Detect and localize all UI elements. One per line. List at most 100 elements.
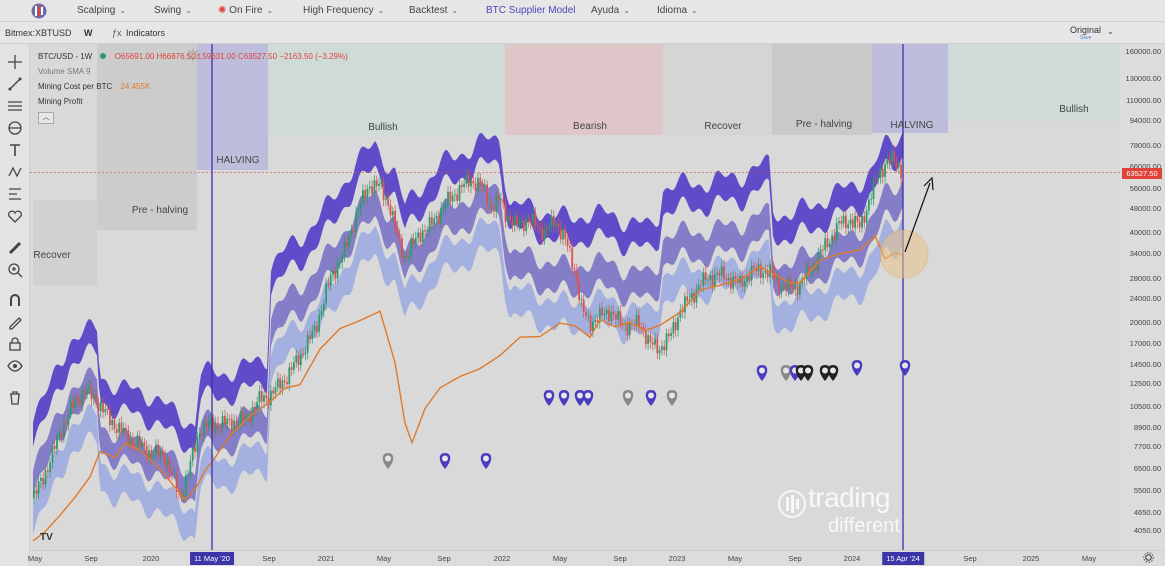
nav-item-on-fire[interactable]: ✺ On Fire ⌄: [218, 5, 273, 16]
candle-body: [707, 279, 709, 281]
layout-original-button[interactable]: Original: [1070, 25, 1102, 35]
projection-icon[interactable]: [7, 186, 23, 202]
candle-body: [808, 265, 810, 274]
candle-body: [626, 323, 629, 336]
candle-body: [833, 235, 836, 241]
time-tick-label: 2023: [668, 554, 686, 563]
candle-body: [189, 460, 192, 474]
candle-body: [856, 216, 859, 222]
pitchfork-icon[interactable]: [7, 120, 23, 136]
price-chart[interactable]: [30, 44, 1120, 550]
mining-cost-label[interactable]: Mining Cost per BTC: [38, 82, 113, 91]
candle-body: [490, 203, 493, 210]
trash-icon[interactable]: [7, 390, 23, 406]
candle-body: [842, 215, 845, 224]
candle-body: [205, 421, 208, 428]
interval-selector[interactable]: W: [84, 28, 93, 38]
chevron-down-icon: ⌄: [266, 6, 274, 15]
heart-icon[interactable]: [7, 208, 23, 224]
candle-body: [571, 247, 574, 269]
candle-body: [431, 217, 433, 225]
candle-body: [267, 397, 270, 406]
chevron-down-icon[interactable]: ⌄: [1107, 27, 1114, 36]
candle-body: [253, 407, 256, 409]
chevron-down-icon: ⌄: [451, 6, 459, 15]
candle-body: [444, 204, 447, 208]
eye-icon[interactable]: [7, 358, 23, 374]
tradingview-logo-icon[interactable]: TV: [40, 532, 53, 543]
candle-body: [486, 184, 488, 205]
nav-item-ayuda[interactable]: Ayuda ⌄: [591, 5, 630, 16]
indicators-icon[interactable]: ƒx: [112, 28, 122, 38]
candle-body: [483, 184, 486, 187]
trendline-icon[interactable]: [7, 76, 23, 92]
save-label[interactable]: Save: [1080, 35, 1092, 41]
candle-body: [845, 215, 847, 229]
mining-profit-label[interactable]: Mining Profit: [38, 97, 83, 106]
collapse-legend-icon[interactable]: ︿: [38, 112, 54, 124]
candle-body: [566, 238, 569, 247]
zoom-in-icon[interactable]: [7, 262, 23, 278]
candle-body: [727, 278, 730, 280]
nav-item-scalping[interactable]: Scalping ⌄: [77, 5, 126, 16]
nav-item-btc-supplier-model[interactable]: BTC Supplier Model: [486, 5, 575, 16]
candle-body: [244, 415, 247, 422]
candle-body: [552, 215, 555, 227]
candle-body: [647, 335, 649, 345]
candle-body: [497, 195, 500, 200]
candle-body: [704, 272, 707, 281]
candle-body: [785, 284, 787, 291]
candle-body: [274, 387, 277, 394]
nav-item-swing[interactable]: Swing ⌄: [154, 5, 192, 16]
candle-body: [495, 195, 498, 212]
candle-body: [732, 276, 735, 289]
candle-body: [759, 264, 762, 278]
candle-body: [628, 323, 631, 336]
candle-body: [803, 278, 806, 280]
indicators-button[interactable]: Indicators: [126, 28, 166, 38]
lock-icon[interactable]: [7, 336, 23, 352]
text-icon[interactable]: [7, 142, 23, 158]
model-band-1: [33, 131, 903, 453]
symbol-selector[interactable]: Bitmex:XBTUSD: [5, 28, 72, 38]
candle-body: [635, 315, 638, 326]
candle-body: [851, 219, 854, 228]
magnet-icon[interactable]: [7, 292, 23, 308]
candle-body: [656, 338, 659, 354]
candle-body: [166, 460, 169, 466]
candle-body: [380, 181, 383, 184]
candle-body: [562, 229, 564, 240]
candle-body: [488, 203, 491, 205]
candle-body: [575, 270, 578, 282]
candle-body: [115, 429, 118, 433]
pencil-lock-icon[interactable]: [7, 314, 23, 330]
candle-body: [543, 228, 546, 240]
pattern-icon[interactable]: [7, 164, 23, 180]
marker-pin-hole: [648, 392, 654, 399]
time-axis[interactable]: May Sep 2020 11 May '20 Sep 2021 May Sep 2022 May…: [28, 550, 1165, 566]
volume-indicator[interactable]: Volume SMA 9: [38, 67, 91, 76]
nav-item-idioma[interactable]: Idioma ⌄: [657, 5, 698, 16]
nav-item-backtest[interactable]: Backtest ⌄: [409, 5, 458, 16]
price-tick-label: 28000.00: [1129, 274, 1161, 284]
candle-body: [789, 279, 792, 288]
candle-body: [502, 199, 505, 203]
brand-logo-icon[interactable]: [31, 3, 47, 19]
candle-body: [605, 309, 608, 314]
ruler-icon[interactable]: [7, 240, 23, 256]
price-tick-label: 7700.00: [1133, 442, 1161, 452]
candle-body: [536, 225, 539, 227]
candle-body: [753, 265, 755, 269]
candle-body: [831, 235, 833, 244]
nav-item-high-frequency[interactable]: High Frequency ⌄: [303, 5, 384, 16]
horizontal-lines-icon[interactable]: [7, 98, 23, 114]
candle-body: [228, 418, 231, 420]
crosshair-icon[interactable]: [7, 54, 23, 70]
price-axis[interactable]: 160000.00 130000.00 110000.00 94000.00 78000…: [1120, 44, 1165, 550]
projection-arrow: [904, 182, 931, 253]
live-dot-icon: [100, 53, 107, 59]
marker-pin-hole: [577, 392, 583, 399]
axis-settings-icon[interactable]: [1143, 552, 1154, 563]
candle-body: [700, 284, 702, 286]
candle-body: [79, 400, 81, 405]
